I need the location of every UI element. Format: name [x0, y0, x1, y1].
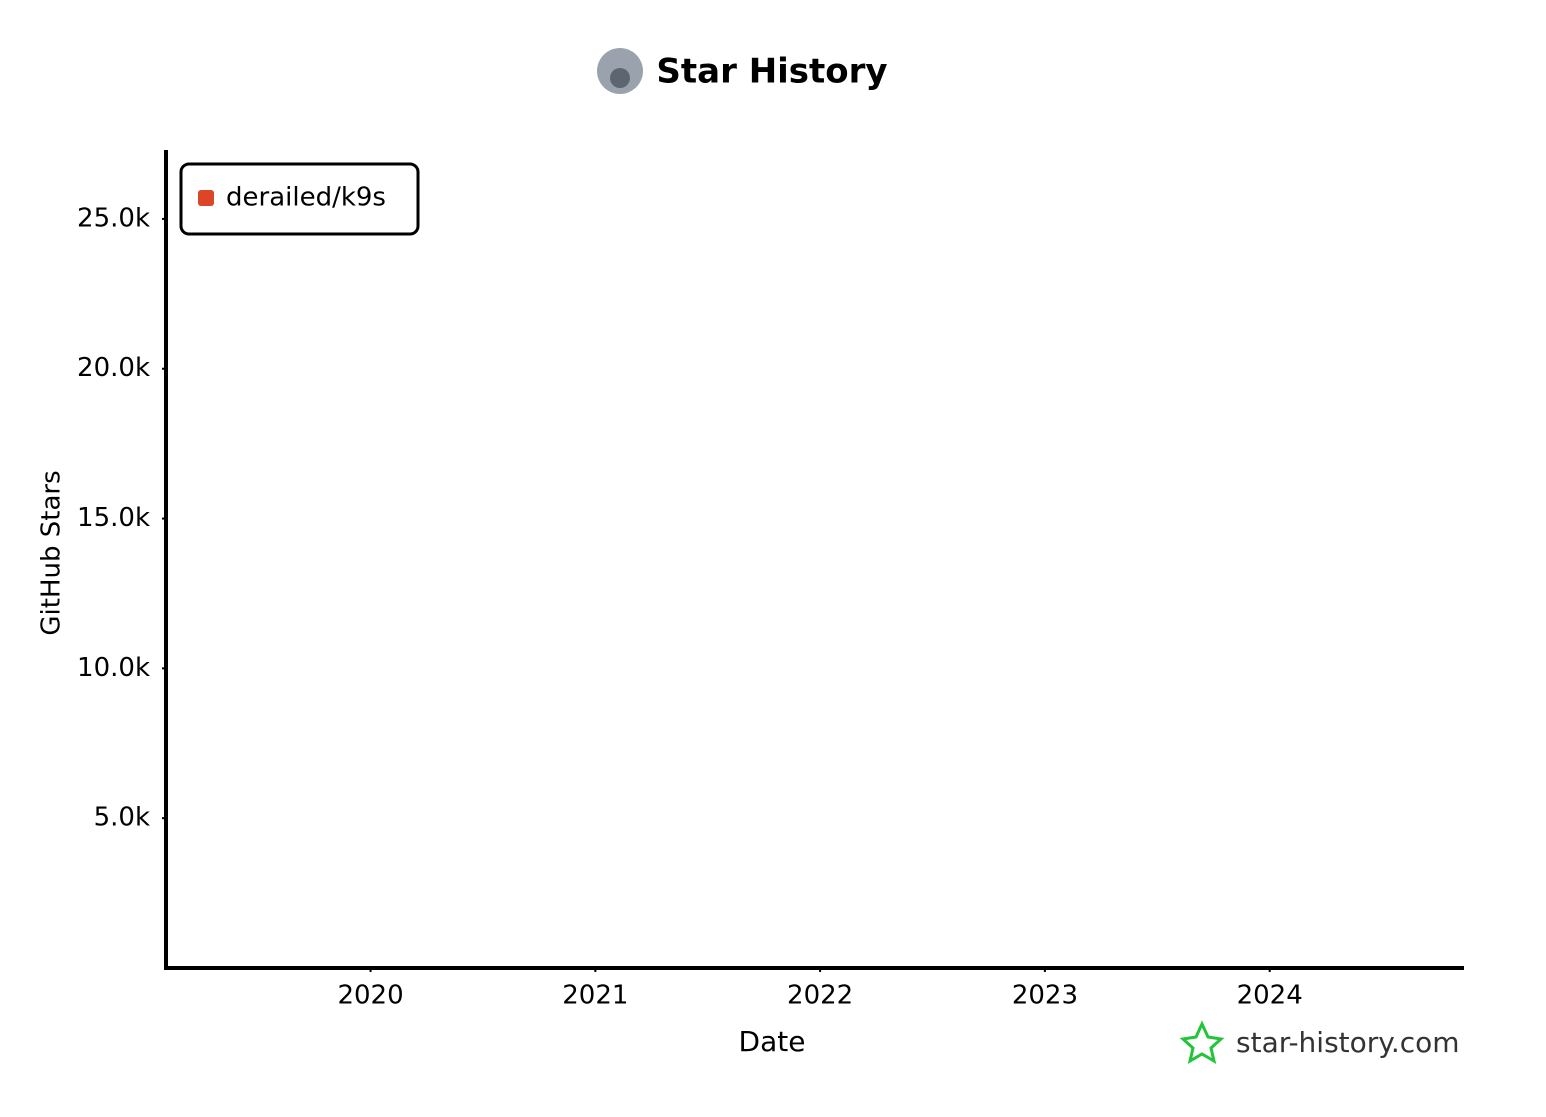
x-tick-label: 2022 [787, 981, 853, 1011]
watermark-icon [1179, 1020, 1225, 1065]
x-tick-label: 2023 [1012, 981, 1078, 1011]
x-axis-label: Date [739, 1025, 806, 1058]
y-tick-label: 10.0k [77, 653, 150, 683]
y-axis-label: GitHub Stars [37, 470, 67, 635]
x-tick-label: 2020 [337, 981, 403, 1011]
x-tick-label: 2021 [562, 981, 628, 1011]
y-tick-label: 15.0k [77, 503, 150, 533]
x-tick-label: 2024 [1237, 981, 1303, 1011]
legend-label: derailed/k9s [226, 183, 386, 213]
y-tick-label: 20.0k [77, 353, 150, 383]
chart-title: Star History [656, 52, 887, 92]
legend-swatch [198, 190, 214, 206]
y-tick-label: 25.0k [77, 203, 150, 233]
legend-box [179, 162, 420, 236]
avatar-detail [610, 68, 630, 88]
y-tick-label: 5.0k [94, 803, 150, 833]
watermark: star-history.com [1236, 1026, 1460, 1059]
